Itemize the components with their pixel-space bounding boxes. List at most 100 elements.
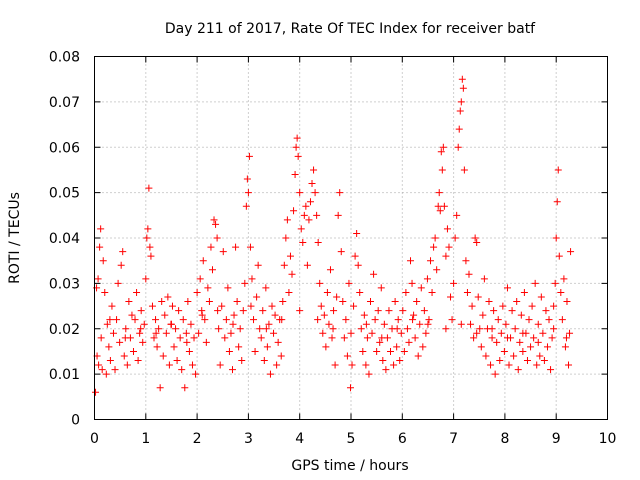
data-point [165, 361, 173, 369]
data-point [159, 352, 167, 360]
data-point [417, 284, 425, 292]
data-point [96, 243, 104, 251]
data-point [274, 338, 282, 346]
data-point [242, 202, 250, 210]
data-point [302, 202, 310, 210]
data-point [286, 252, 294, 260]
data-point [345, 279, 353, 287]
data-point [337, 248, 345, 256]
data-point [145, 184, 153, 192]
data-point [553, 198, 561, 206]
data-point [106, 357, 114, 365]
data-point [196, 275, 204, 283]
data-point [407, 257, 415, 265]
data-point [168, 302, 176, 310]
data-point [435, 189, 443, 197]
data-point [239, 307, 247, 315]
data-point [416, 320, 424, 328]
x-tick-label: 10 [599, 431, 617, 447]
data-point [170, 343, 178, 351]
data-point [533, 361, 541, 369]
data-point [371, 316, 379, 324]
data-point [256, 325, 264, 333]
data-point [350, 302, 358, 310]
data-point [491, 370, 499, 378]
data-point [94, 275, 102, 283]
data-point [326, 266, 334, 274]
data-point [214, 307, 222, 315]
data-point [131, 316, 139, 324]
data-point [152, 329, 160, 337]
data-point [184, 298, 192, 306]
data-point [482, 352, 490, 360]
data-point [499, 302, 507, 310]
data-point [202, 338, 210, 346]
data-point [137, 325, 145, 333]
data-point [128, 311, 136, 319]
data-point [377, 284, 385, 292]
data-point [400, 347, 408, 355]
data-point [146, 243, 154, 251]
data-point [129, 347, 137, 355]
data-point [382, 366, 390, 374]
y-tick-label: 0.01 [49, 367, 80, 383]
data-point [310, 166, 318, 174]
data-point [385, 307, 393, 315]
data-point [106, 316, 114, 324]
data-point [448, 316, 456, 324]
data-point [473, 239, 481, 247]
data-point [528, 302, 536, 310]
data-point [451, 234, 459, 242]
data-point [153, 343, 161, 351]
data-point [133, 288, 141, 296]
data-point [439, 143, 447, 151]
data-point [334, 211, 342, 219]
data-point [554, 166, 562, 174]
data-point [172, 325, 180, 333]
data-point [105, 343, 113, 351]
data-point [251, 347, 259, 355]
data-point [561, 343, 569, 351]
data-point [408, 279, 416, 287]
x-tick-label: 2 [193, 431, 202, 447]
data-point [536, 352, 544, 360]
data-point [510, 352, 518, 360]
data-point [519, 347, 527, 355]
data-point [360, 311, 368, 319]
data-point [320, 311, 328, 319]
data-point [198, 307, 206, 315]
data-point [425, 316, 433, 324]
data-point [458, 75, 466, 83]
data-point [557, 288, 565, 296]
data-point [270, 329, 278, 337]
data-point [420, 307, 428, 315]
data-point [331, 361, 339, 369]
data-point [201, 316, 209, 324]
data-point [134, 357, 142, 365]
data-point [487, 361, 495, 369]
data-point [347, 329, 355, 337]
x-tick-label: 3 [244, 431, 253, 447]
data-point [393, 325, 401, 333]
data-point [540, 357, 548, 365]
x-axis-label: GPS time / hours [291, 458, 408, 474]
data-point [422, 329, 430, 337]
data-point [113, 316, 121, 324]
x-tick-label: 5 [347, 431, 356, 447]
data-point [221, 334, 229, 342]
data-point [457, 320, 465, 328]
data-point [218, 302, 226, 310]
data-point [523, 357, 531, 365]
data-point [147, 252, 155, 260]
data-point [537, 293, 545, 301]
data-point [362, 361, 370, 369]
data-point [513, 298, 521, 306]
data-point [167, 320, 175, 328]
data-point [534, 338, 542, 346]
data-point [354, 261, 362, 269]
data-point [333, 293, 341, 301]
data-point [402, 288, 410, 296]
data-point [490, 307, 498, 315]
data-point [468, 302, 476, 310]
data-point [116, 338, 124, 346]
